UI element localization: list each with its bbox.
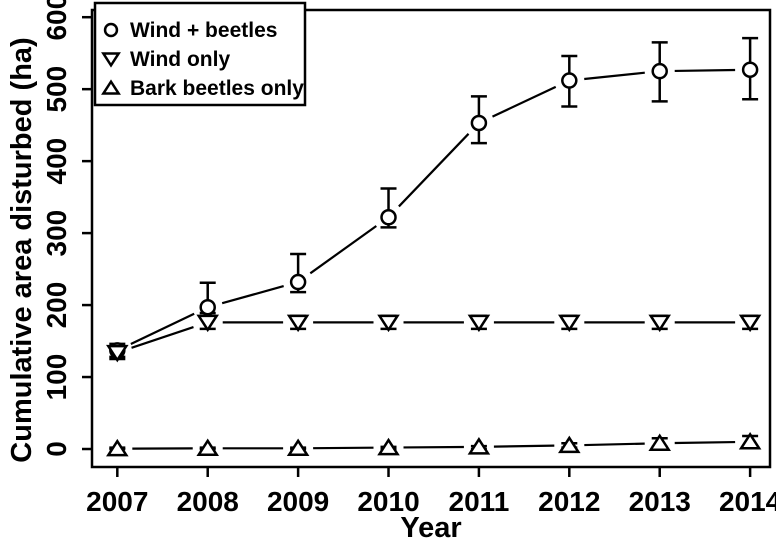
data-point-marker	[561, 72, 578, 89]
data-point-marker	[199, 298, 216, 316]
data-point-marker	[648, 433, 672, 452]
y-tick-label: 100	[41, 354, 72, 401]
legend-item-label: Wind only	[130, 48, 230, 71]
series-line-segment	[584, 442, 645, 447]
series-line-segment	[221, 285, 284, 305]
series-line-segment	[584, 71, 645, 81]
series-line-segment	[493, 444, 555, 448]
data-point-marker	[651, 62, 668, 80]
data-point-marker	[470, 114, 488, 132]
series-line-segment	[398, 133, 470, 208]
data-point-marker	[467, 437, 491, 455]
data-point-marker	[377, 437, 400, 456]
data-point-marker	[741, 61, 759, 78]
data-point-marker	[196, 438, 220, 457]
data-point-marker	[558, 435, 581, 454]
series-line-segment	[309, 225, 377, 275]
y-axis-title: Cumulative area disturbed (ha)	[6, 37, 38, 462]
x-tick-label: 2011	[449, 486, 510, 517]
data-point-marker	[558, 314, 581, 333]
data-point-marker	[286, 314, 310, 333]
x-tick-label: 2014	[719, 486, 776, 517]
series-line-segment	[130, 312, 195, 345]
data-point-marker	[738, 314, 762, 333]
data-point-marker	[377, 314, 400, 333]
data-point-marker	[648, 314, 672, 333]
x-tick-label: 2009	[267, 486, 329, 517]
x-tick-label: 2007	[86, 486, 148, 517]
series-line-segment	[131, 326, 194, 349]
data-point-marker	[286, 438, 310, 457]
plot-border	[90, 8, 772, 469]
x-tick-label: 2012	[538, 486, 600, 517]
data-point-marker	[467, 314, 491, 333]
series-line-segment	[492, 85, 557, 118]
y-tick-label: 300	[41, 210, 72, 257]
series-line-segment	[674, 68, 736, 73]
legend-box	[93, 1, 307, 107]
y-tick-label: 200	[41, 282, 72, 329]
data-point-marker	[106, 344, 129, 363]
legend-triangle-up-icon	[101, 79, 121, 95]
x-tick-label: 2010	[357, 486, 419, 517]
y-tick-label: 400	[41, 138, 72, 185]
data-point-marker	[106, 438, 129, 457]
legend-item-label: Wind + beetles	[130, 19, 277, 42]
data-point-marker	[738, 431, 762, 450]
data-point-marker	[380, 209, 397, 226]
y-tick-label: 0	[41, 441, 72, 457]
legend-circle-icon	[103, 22, 119, 38]
data-point-marker	[196, 314, 220, 333]
legend-item-label: Bark beetles only	[130, 77, 304, 100]
x-tick-label: 2013	[629, 486, 691, 517]
data-point-marker	[289, 273, 307, 291]
y-tick-label: 600	[41, 0, 72, 41]
x-tick-label: 2008	[177, 486, 239, 517]
y-tick-label: 500	[41, 66, 72, 113]
chart-generated-content: 0 100 200 300 400 500 600 2007 2008 2009 2010 2011 2…	[41, 0, 776, 517]
series-line-segment	[674, 440, 736, 445]
legend-triangle-down-icon	[101, 52, 121, 68]
x-axis-title: Year	[400, 512, 461, 542]
